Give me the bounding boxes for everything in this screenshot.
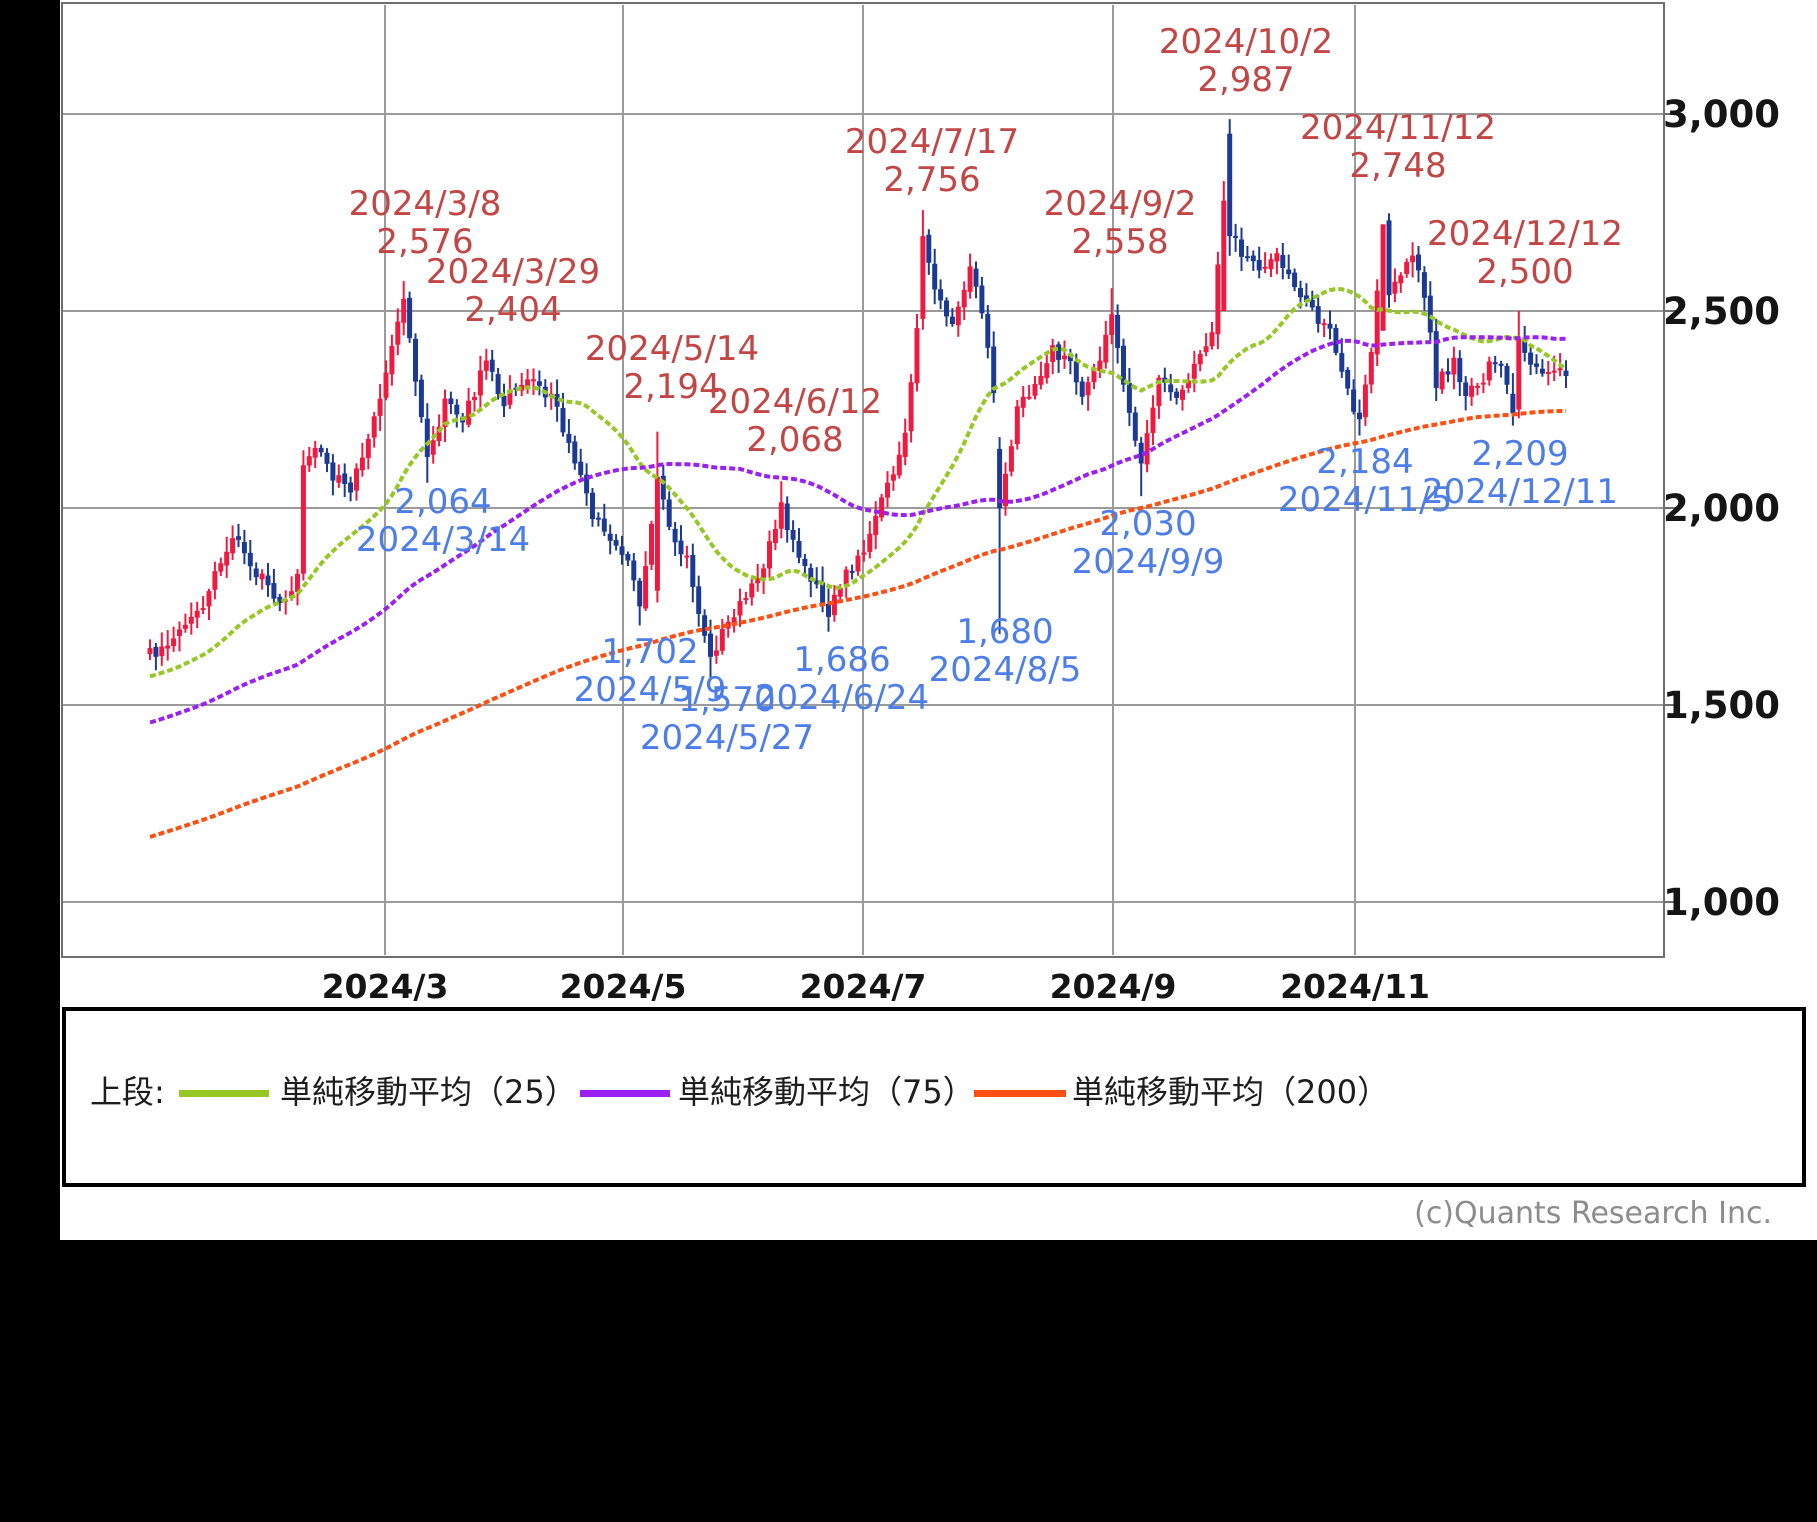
legend-item-ma200: 単純移動平均（200） (1072, 1073, 1390, 1111)
legend-box: 上段: 単純移動平均（25） 単純移動平均（75） 単純移動平均（200） (62, 1007, 1806, 1187)
peak-annotation-value: 2,404 (464, 290, 561, 330)
trough-annotation-date: 2024/5/27 (640, 718, 814, 758)
ma-25-line (149, 286, 1568, 679)
peak-annotation-date: 2024/7/17 (845, 122, 1019, 162)
peak-annotation-value: 2,068 (746, 420, 843, 460)
trough-annotation-value: 2,209 (1471, 434, 1568, 474)
peak-annotation-date: 2024/11/12 (1300, 108, 1496, 148)
copyright-notice: (c)Quants Research Inc. (1414, 1196, 1772, 1231)
x-axis-label: 2024/3 (322, 967, 449, 1006)
peak-annotation-date: 2024/5/14 (585, 329, 759, 369)
trough-annotation-date: 2024/5/9 (574, 670, 727, 710)
legend-item-ma75: 単純移動平均（75） (678, 1073, 975, 1111)
x-axis-label: 2024/11 (1280, 967, 1430, 1006)
y-axis-label: 1,000 (1663, 881, 1780, 924)
trough-annotation-date: 2024/6/24 (755, 678, 929, 718)
trough-annotation-date: 2024/12/11 (1422, 472, 1618, 512)
peak-annotation-value: 2,500 (1476, 252, 1573, 292)
peak-annotation-date: 2024/6/12 (708, 382, 882, 422)
peak-annotation-value: 2,194 (623, 367, 720, 407)
y-axis-label: 2,000 (1663, 487, 1780, 530)
x-axis-label: 2024/7 (800, 967, 927, 1006)
peak-annotation-date: 2024/12/12 (1427, 214, 1623, 254)
ma-200-line (149, 409, 1566, 839)
trough-annotation-value: 1,702 (601, 632, 698, 672)
trough-annotation-value: 2,184 (1316, 442, 1413, 482)
y-axis-label: 2,500 (1663, 290, 1780, 333)
legend-title: 上段: (90, 1073, 165, 1111)
gridlines: 3,000 2,500 2,000 1,500 1,000 2024/3 2024/5 202… (63, 5, 1780, 1006)
peak-annotation-value: 2,576 (376, 222, 473, 262)
y-axis-label: 3,000 (1663, 93, 1780, 136)
trough-annotation-date: 2024/8/5 (929, 650, 1082, 690)
ma75-line-swatch (580, 1090, 670, 1097)
ma25-line-swatch (179, 1090, 269, 1097)
peak-annotation-value: 2,987 (1197, 60, 1294, 100)
y-axis-label: 1,500 (1663, 684, 1780, 727)
trough-annotation-value: 2,064 (394, 482, 491, 522)
candlesticks (147, 119, 1569, 678)
ma-75-line (149, 335, 1567, 725)
trough-annotation-value: 1,680 (956, 612, 1053, 652)
trough-annotation-value: 2,030 (1099, 504, 1196, 544)
trough-annotation-date: 2024/11/5 (1278, 480, 1452, 520)
x-axis-label: 2024/9 (1050, 967, 1177, 1006)
peak-annotation-date: 2024/10/2 (1159, 22, 1333, 62)
ma200-line-swatch (974, 1090, 1066, 1097)
peak-annotation-value: 2,748 (1349, 146, 1446, 186)
peak-annotation-value: 2,558 (1071, 222, 1168, 262)
trough-annotation-date: 2024/9/9 (1072, 542, 1225, 582)
peak-annotation-date: 2024/9/2 (1044, 184, 1197, 224)
trough-annotation-date: 2024/3/14 (356, 520, 530, 560)
trough-annotation-value: 1,686 (793, 640, 890, 680)
legend-item-ma25: 単純移動平均（25） (280, 1073, 577, 1111)
peak-annotation-value: 2,756 (883, 160, 980, 200)
x-axis-label: 2024/5 (560, 967, 687, 1006)
peak-annotation-date: 2024/3/8 (349, 184, 502, 224)
trough-annotation-value: 1,570 (678, 680, 775, 720)
peak-annotation-date: 2024/3/29 (426, 252, 600, 292)
